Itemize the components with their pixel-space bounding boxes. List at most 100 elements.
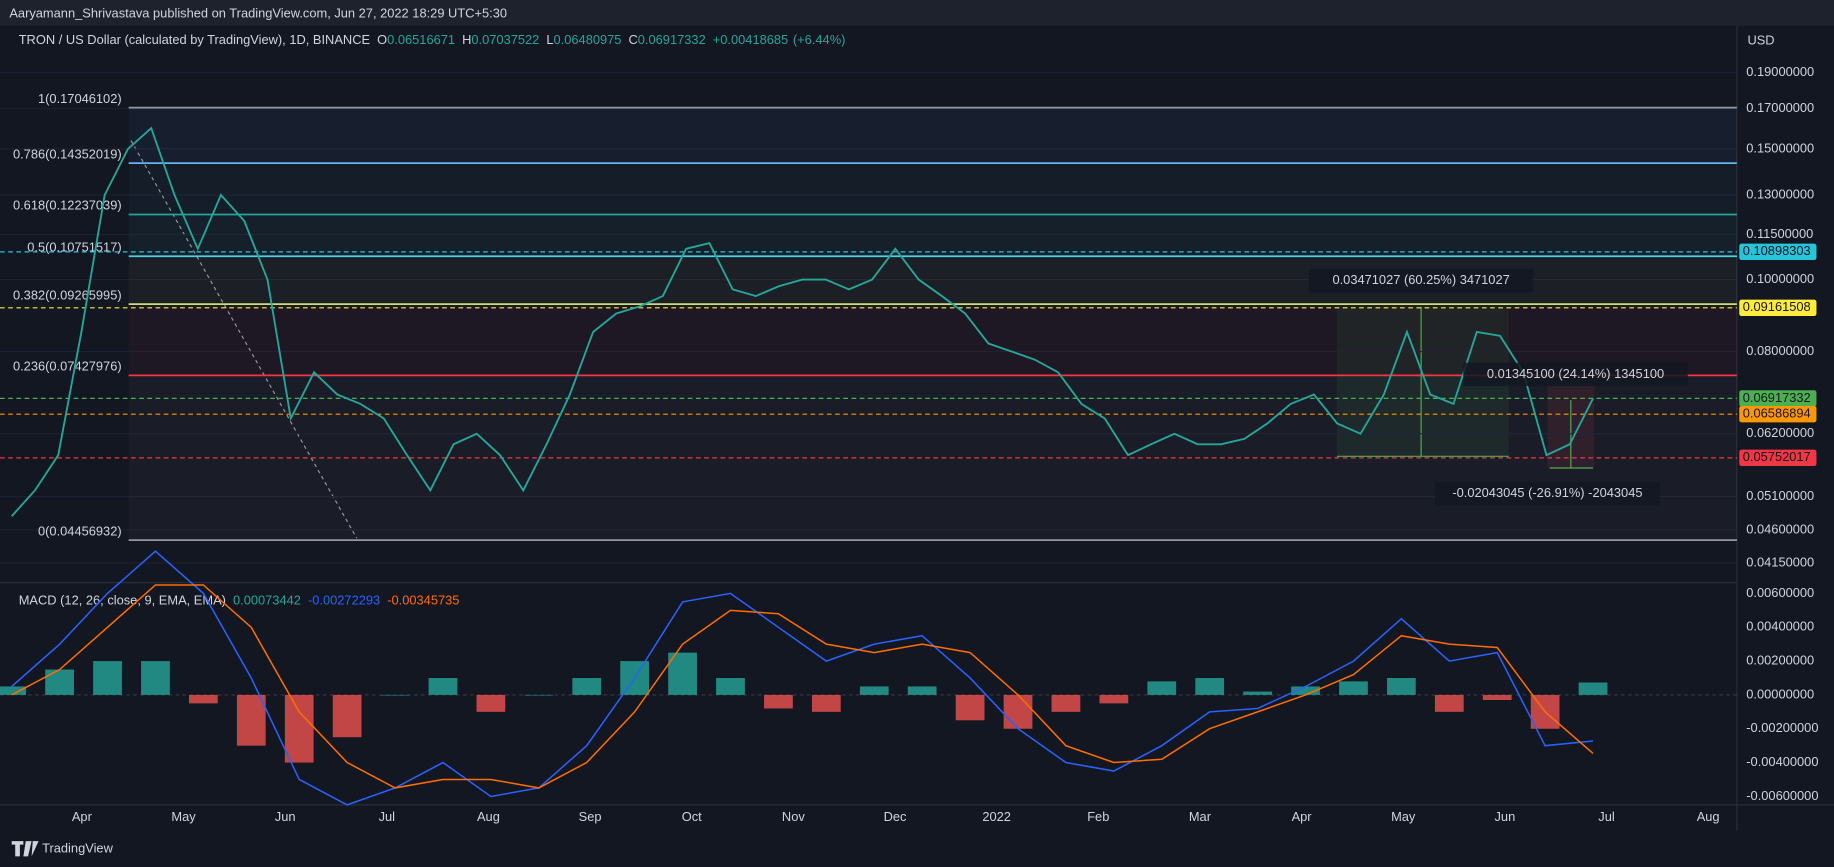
histogram-bar (284, 694, 314, 763)
top-bar (0, 0, 1834, 26)
y-tick-label: 0.10000000 (1746, 271, 1814, 286)
y-tick-label: 0.04150000 (1746, 554, 1814, 569)
y-tick-label: 0.08000000 (1746, 343, 1814, 358)
change: +0.00418685 (713, 32, 788, 47)
histogram-bar (716, 678, 745, 695)
histogram-bar (236, 694, 266, 746)
y-tick-label: 0.11500000 (1746, 226, 1813, 241)
histogram-bar (955, 694, 985, 721)
symbol-header: TRON / US Dollar (calculated by TradingV… (19, 32, 846, 47)
y-tick-label: 0.00600000 (1746, 585, 1814, 600)
fib-label: 1(0.17046102) (38, 91, 122, 106)
x-tick-label: Dec (884, 809, 907, 824)
x-tick-label: Apr (1292, 809, 1313, 824)
symbol-title: TRON / US Dollar (calculated by TradingV… (19, 32, 371, 47)
y-tick-label: -0.00600000 (1746, 788, 1818, 803)
fib-band (128, 107, 1737, 164)
change-pct: (+6.44%) (793, 32, 846, 47)
fib-label: 0.382(0.09265995) (13, 287, 122, 302)
fib-label: 0.786(0.14352019) (13, 146, 122, 161)
y-tick-label: 0.17000000 (1746, 100, 1814, 115)
fib-label: 0(0.04456932) (38, 523, 122, 538)
x-tick-label: Apr (72, 809, 93, 824)
histogram-bar (1434, 694, 1464, 712)
histogram-bar (141, 661, 170, 695)
brand: TradingView (42, 841, 113, 856)
fib-label: 0.236(0.07427976) (13, 359, 122, 374)
histogram-bar (1578, 682, 1608, 695)
histogram-bar (1339, 681, 1368, 695)
ohlc-value: 0.06917332 (638, 32, 706, 47)
histogram-bar (189, 694, 218, 704)
fib-band (128, 163, 1737, 215)
histogram-bar (380, 694, 410, 696)
histogram-bar (1099, 694, 1129, 704)
ohlc-label: H (462, 32, 471, 47)
histogram-bar (1291, 686, 1320, 695)
price-marker-label: 0.05752017 (1743, 449, 1811, 464)
histogram-bar (907, 686, 937, 695)
price-marker-box (1739, 299, 1817, 317)
histogram-bar (332, 694, 362, 738)
x-tick-label: Nov (782, 809, 805, 824)
histogram-bar (1147, 681, 1177, 695)
ohlc-value: 0.06516671 (387, 32, 455, 47)
x-tick-label: Aug (477, 809, 500, 824)
annotation: -0.02043045 (-26.91%) -2043045 (1452, 485, 1642, 500)
price-marker-label: 0.09161508 (1743, 299, 1811, 314)
fib-trend-line (130, 140, 358, 539)
ohlc-value: 0.07037522 (471, 32, 539, 47)
histogram-bar (764, 694, 793, 709)
x-tick-label: Sep (579, 809, 602, 824)
price-marker-box (1739, 405, 1817, 423)
histogram-bar (1482, 694, 1512, 700)
ohlc-label: O (377, 32, 387, 47)
price-line-series (11, 126, 1594, 517)
macd-hist-value: 0.00073442 (233, 593, 301, 608)
histogram-bar (1003, 694, 1033, 729)
histogram-bar (1386, 678, 1416, 695)
x-tick-label: Mar (1189, 809, 1212, 824)
macd-value: -0.00272293 (308, 593, 380, 608)
x-tick-label: Oct (682, 809, 702, 824)
histogram-bar (811, 694, 841, 712)
histogram-bar (0, 686, 27, 695)
ohlc-label: C (628, 32, 637, 47)
y-unit: USD (1747, 32, 1774, 47)
histogram-bar (476, 694, 506, 712)
price-marker-box (1739, 390, 1817, 407)
histogram-bar (668, 652, 697, 695)
price-marker-box (1739, 449, 1817, 467)
fib-label: 0.618(0.12237039) (13, 198, 122, 213)
signal-line (11, 584, 1594, 789)
histogram-bar (524, 694, 554, 696)
annotation-box (1435, 482, 1660, 506)
signal-value: -0.00345735 (387, 593, 459, 608)
price-marker-label: 0.06586894 (1743, 406, 1811, 421)
x-tick-label: Aug (1697, 809, 1720, 824)
x-tick-label: Jun (275, 809, 296, 824)
annotation: 0.03471027 (60.25%) 3471027 (1332, 272, 1509, 287)
annotation-box (1308, 269, 1534, 293)
y-tick-label: 0.19000000 (1746, 64, 1814, 79)
price-marker-box (1739, 243, 1817, 261)
x-tick-label: Feb (1087, 809, 1109, 824)
y-tick-label: 0.00200000 (1746, 652, 1814, 667)
x-tick-label: Jun (1494, 809, 1515, 824)
histogram-bar (572, 678, 602, 695)
y-tick-label: -0.00400000 (1746, 754, 1818, 769)
x-tick-label: 2022 (982, 809, 1011, 824)
y-tick-label: 0.05100000 (1746, 488, 1814, 503)
x-tick-label: May (171, 809, 196, 824)
x-tick-label: May (1391, 809, 1416, 824)
annotation: 0.01345100 (24.14%) 1345100 (1487, 366, 1664, 381)
x-tick-label: Jul (1598, 809, 1614, 824)
y-tick-label: 0.15000000 (1746, 140, 1814, 155)
histogram-bar (93, 661, 122, 695)
y-tick-label: 0.00400000 (1746, 619, 1814, 634)
histogram-bar (1051, 694, 1081, 712)
macd-line (11, 550, 1594, 806)
histogram-bar (1243, 691, 1272, 695)
